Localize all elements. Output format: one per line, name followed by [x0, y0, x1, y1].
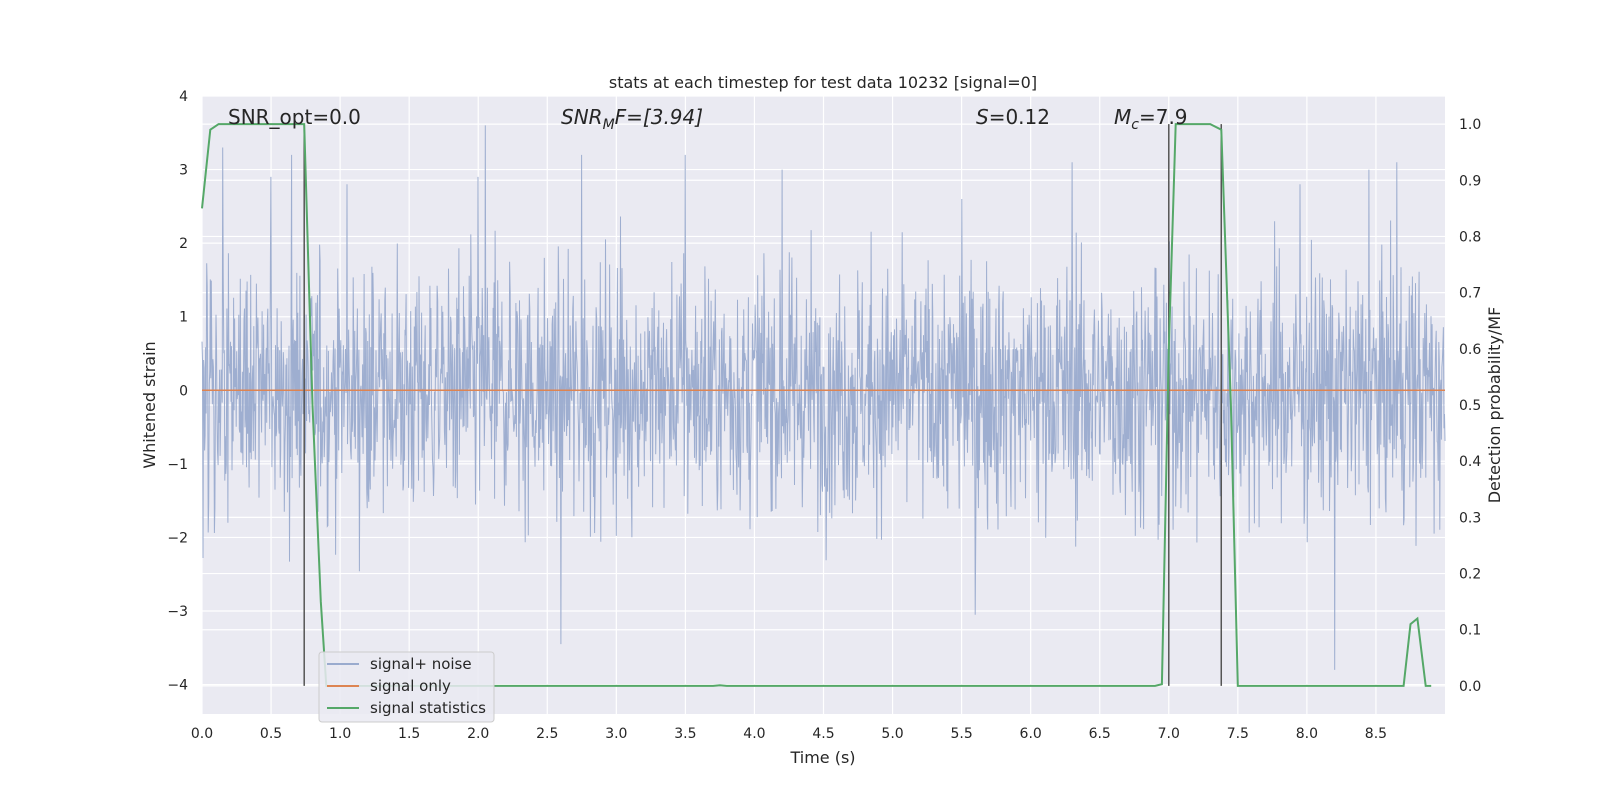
y2-tick-label: 1.0 — [1459, 117, 1481, 133]
y-tick-label: −1 — [167, 457, 188, 473]
x-tick-label: 5.0 — [881, 726, 903, 742]
signal-statistics-line — [201, 123, 1432, 687]
x-tick-label: 0.0 — [191, 726, 213, 742]
legend-box — [318, 651, 495, 723]
y2-tick-label: 0.4 — [1459, 454, 1481, 470]
annotation-s-main: S — [976, 105, 989, 129]
annotation-snr-mf-main: SNR — [561, 105, 603, 129]
x-axis-label: Time (s) — [789, 748, 855, 767]
x-tick-label: 7.0 — [1158, 726, 1180, 742]
y2-tick-label: 0.0 — [1459, 679, 1481, 695]
y-tick-label: −3 — [167, 604, 188, 620]
annotation-snr-mf: SNRMF=[3.94] — [561, 105, 703, 133]
x-tick-label: 5.5 — [950, 726, 972, 742]
grid — [201, 95, 1445, 714]
x-tick-label: 8.5 — [1365, 726, 1387, 742]
x-axis-ticks: 0.0 0.5 1.0 1.5 2.0 2.5 3.0 3.5 4.0 4.5 5.0 5.5 6.0 6… — [191, 726, 1387, 742]
vertical-lines — [303, 124, 1223, 686]
signal-noise-line — [201, 125, 1446, 670]
y-tick-label: 4 — [179, 89, 188, 105]
legend: signal+ noise signal only signal statist… — [318, 651, 495, 723]
y-tick-label: −2 — [167, 530, 188, 546]
y-tick-label: 0 — [179, 383, 188, 399]
y2-axis-ticks: 0.0 0.1 0.2 0.3 0.4 0.5 0.6 0.7 0.8 0.9 1.0 — [1459, 117, 1481, 695]
annotation-s: S=0.12 — [976, 105, 1050, 129]
annotation-mc-rest: =7.9 — [1139, 105, 1188, 129]
x-tick-label: 2.5 — [536, 726, 558, 742]
y-tick-label: 2 — [179, 236, 188, 252]
annotation-mc-main: M — [1114, 105, 1131, 129]
signal-noise-series — [201, 125, 1446, 670]
annotation-s-rest: =0.12 — [989, 105, 1050, 129]
y2-tick-label: 0.9 — [1459, 173, 1481, 189]
x-tick-label: 4.5 — [812, 726, 834, 742]
y2-tick-label: 0.8 — [1459, 229, 1481, 245]
chart-title: stats at each timestep for test data 102… — [609, 73, 1037, 92]
annotation-mc: Mc=7.9 — [1114, 105, 1188, 133]
y-tick-label: 1 — [179, 310, 188, 326]
x-tick-label: 4.0 — [743, 726, 765, 742]
x-tick-label: 3.5 — [674, 726, 696, 742]
y-axis-label: Whitened strain — [140, 341, 159, 468]
x-tick-label: 2.0 — [467, 726, 489, 742]
annotation-snr-opt: SNR_opt=0.0 — [228, 105, 361, 129]
x-tick-label: 6.5 — [1089, 726, 1111, 742]
y-axis-ticks: −4 −3 −2 −1 0 1 2 3 4 — [167, 89, 188, 694]
signal-statistics-series — [201, 123, 1432, 687]
y2-tick-label: 0.2 — [1459, 567, 1481, 583]
x-tick-label: 7.5 — [1227, 726, 1249, 742]
legend-label-signal-noise: signal+ noise — [370, 655, 472, 673]
annotation-snr-mf-sub: M — [603, 117, 615, 133]
legend-label-signal-only: signal only — [370, 677, 451, 695]
annotation-snr-mf-rest: F=[3.94] — [615, 105, 703, 129]
legend-label-signal-statistics: signal statistics — [370, 699, 486, 717]
x-tick-label: 8.0 — [1296, 726, 1318, 742]
y-tick-label: −4 — [167, 678, 188, 694]
y2-tick-label: 0.1 — [1459, 623, 1481, 639]
y2-tick-label: 0.6 — [1459, 342, 1481, 358]
x-tick-label: 3.0 — [605, 726, 627, 742]
y2-tick-label: 0.7 — [1459, 286, 1481, 302]
x-tick-label: 1.5 — [398, 726, 420, 742]
x-tick-label: 6.0 — [1020, 726, 1042, 742]
y2-tick-label: 0.5 — [1459, 398, 1481, 414]
y2-axis-label: Detection probability/MF — [1485, 307, 1504, 504]
y-tick-label: 3 — [179, 163, 188, 179]
x-tick-label: 1.0 — [329, 726, 351, 742]
x-tick-label: 0.5 — [260, 726, 282, 742]
y2-tick-label: 0.3 — [1459, 510, 1481, 526]
annotation-mc-sub: c — [1131, 117, 1139, 133]
